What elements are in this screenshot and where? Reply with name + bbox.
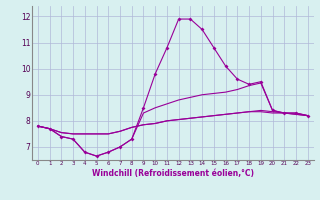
X-axis label: Windchill (Refroidissement éolien,°C): Windchill (Refroidissement éolien,°C)	[92, 169, 254, 178]
